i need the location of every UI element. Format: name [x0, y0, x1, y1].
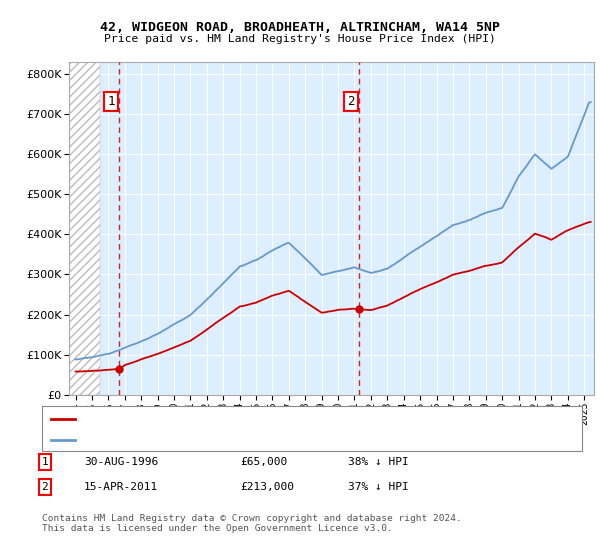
Text: 38% ↓ HPI: 38% ↓ HPI — [348, 457, 409, 467]
Text: £213,000: £213,000 — [240, 482, 294, 492]
Text: Price paid vs. HM Land Registry's House Price Index (HPI): Price paid vs. HM Land Registry's House … — [104, 34, 496, 44]
Text: 37% ↓ HPI: 37% ↓ HPI — [348, 482, 409, 492]
Text: HPI: Average price, detached house, Trafford: HPI: Average price, detached house, Traf… — [81, 435, 345, 445]
Text: 1: 1 — [107, 95, 115, 108]
Text: 2: 2 — [41, 482, 49, 492]
Text: 42, WIDGEON ROAD, BROADHEATH, ALTRINCHAM, WA14 5NP (detached house): 42, WIDGEON ROAD, BROADHEATH, ALTRINCHAM… — [81, 413, 483, 423]
Bar — [69, 62, 100, 395]
Text: 1: 1 — [41, 457, 49, 467]
Text: 2: 2 — [347, 95, 355, 108]
Text: £65,000: £65,000 — [240, 457, 287, 467]
Text: 30-AUG-1996: 30-AUG-1996 — [84, 457, 158, 467]
Text: Contains HM Land Registry data © Crown copyright and database right 2024.
This d: Contains HM Land Registry data © Crown c… — [42, 514, 462, 534]
Text: 42, WIDGEON ROAD, BROADHEATH, ALTRINCHAM, WA14 5NP: 42, WIDGEON ROAD, BROADHEATH, ALTRINCHAM… — [100, 21, 500, 34]
Text: 15-APR-2011: 15-APR-2011 — [84, 482, 158, 492]
